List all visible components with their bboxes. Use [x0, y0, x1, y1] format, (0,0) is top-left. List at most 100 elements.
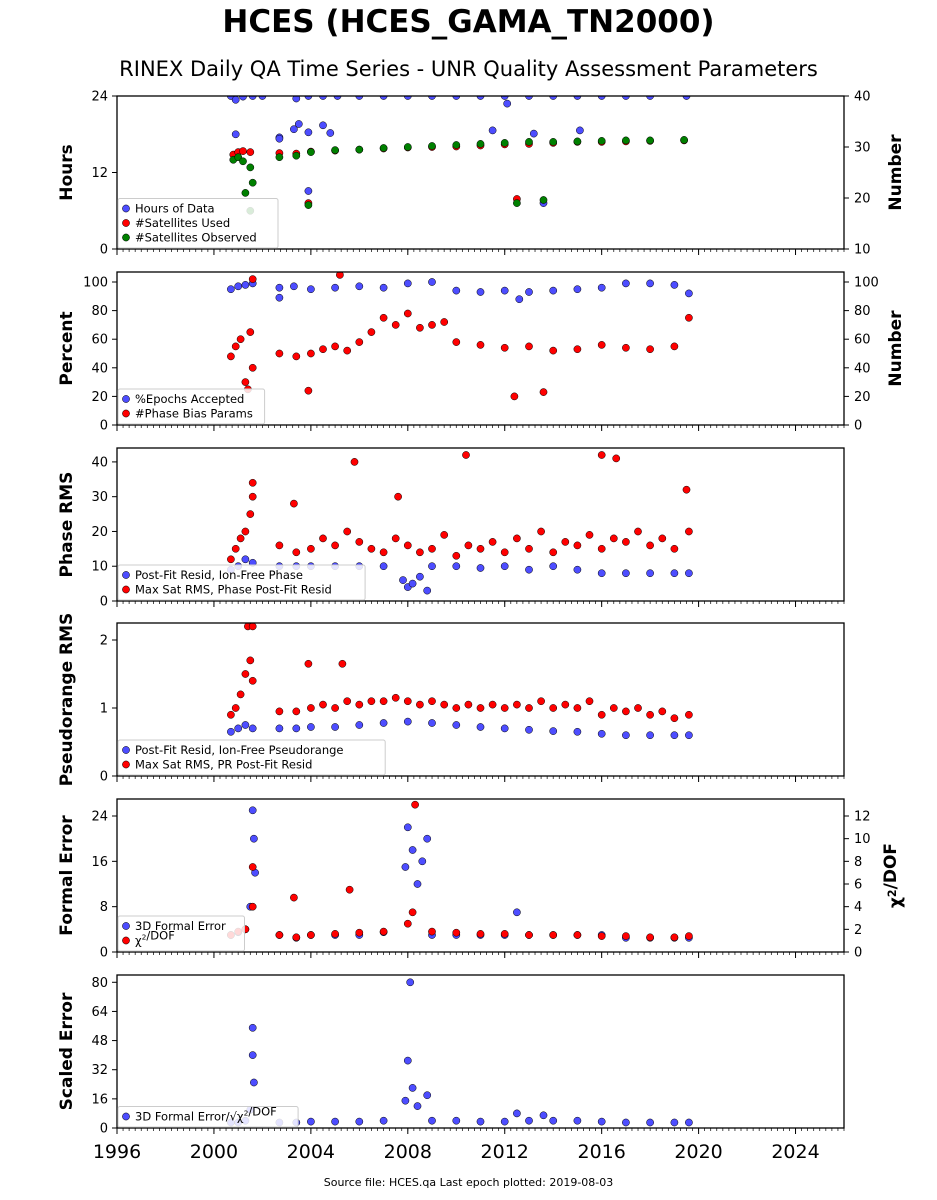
data-point [500, 930, 509, 938]
data-point [549, 138, 558, 146]
data-point [307, 148, 315, 156]
y-tick-label: 0 [100, 946, 108, 961]
data-point [549, 1116, 558, 1125]
legend-marker [122, 760, 130, 769]
data-point [379, 144, 388, 152]
y2-tick-label: 20 [854, 192, 871, 207]
data-point [685, 1118, 693, 1127]
y-tick-label: 40 [91, 455, 108, 470]
data-points [227, 800, 693, 942]
data-point [355, 928, 364, 937]
data-point [428, 321, 436, 329]
data-point [440, 318, 449, 326]
data-point [403, 541, 412, 550]
data-point [476, 544, 485, 553]
data-point [609, 534, 618, 543]
data-point [462, 451, 470, 459]
legend [117, 198, 279, 249]
data-point [408, 579, 417, 588]
legend-entry: χ2/DOF [135, 929, 175, 948]
data-point [304, 659, 313, 668]
data-point [391, 693, 400, 702]
data-point [248, 902, 257, 911]
x-tick-label: 2024 [771, 1141, 819, 1163]
data-point [227, 352, 235, 361]
panel-2: 0 20 40 60 80 100 0 20 40 60 80 100 Percent Number %Ep… [57, 271, 906, 434]
data-point [513, 700, 521, 709]
data-point [510, 392, 519, 401]
data-point [248, 178, 257, 187]
data-point [234, 724, 243, 733]
data-point [411, 800, 419, 809]
data-point [331, 723, 339, 731]
data-point [622, 538, 630, 546]
data-point [241, 189, 250, 197]
legend-entry: #Satellites Used [135, 216, 230, 230]
y2-tick-label: 30 [854, 141, 871, 156]
data-point [670, 933, 679, 942]
data-point [331, 146, 339, 154]
data-point [290, 893, 298, 902]
data-point [452, 928, 461, 937]
data-point [549, 704, 558, 712]
legend-entry: #Phase Bias Params [135, 407, 253, 421]
data-point [227, 285, 235, 294]
data-point [573, 704, 582, 712]
data-point [646, 710, 654, 719]
data-point [331, 704, 339, 712]
data-point [670, 731, 679, 740]
data-point [275, 134, 284, 143]
data-point [379, 283, 388, 292]
y2-tick-label: 40 [854, 90, 871, 105]
data-point [307, 544, 315, 553]
data-point [275, 349, 284, 358]
data-point [413, 1102, 422, 1110]
data-point [248, 1051, 257, 1059]
data-point [525, 704, 533, 712]
data-point [573, 541, 582, 550]
data-point [576, 126, 584, 135]
data-point [416, 323, 424, 332]
data-point [248, 275, 257, 283]
y-tick-label: 16 [91, 855, 108, 870]
data-point [338, 659, 347, 668]
data-point [343, 346, 352, 355]
data-point [391, 534, 400, 543]
data-point [500, 343, 509, 352]
data-point [452, 551, 461, 560]
data-point [403, 1056, 412, 1065]
data-point [525, 342, 533, 351]
data-point [539, 388, 548, 396]
data-point [452, 1116, 461, 1125]
data-point [379, 313, 388, 322]
data-point [345, 885, 354, 894]
y-tick-label: 0 [100, 595, 108, 610]
data-point [241, 670, 250, 678]
data-point [248, 623, 257, 631]
data-point [403, 309, 412, 318]
data-point [304, 128, 313, 137]
data-point [537, 697, 545, 706]
data-point [622, 731, 630, 740]
data-point [634, 527, 642, 536]
data-point [399, 576, 407, 584]
data-point [464, 541, 473, 550]
data-point [476, 930, 485, 938]
y2-tick-label: 20 [854, 390, 871, 405]
data-point [476, 341, 485, 349]
data-point [622, 569, 630, 578]
data-point [336, 272, 344, 279]
y2-tick-label: 4 [854, 900, 862, 915]
panel-4: 0 1 2 Pseudorange RMS Post-Fit Resid, Ion-Fr… [57, 613, 845, 786]
legend-entry: 3D Formal Error [135, 919, 226, 933]
data-point [379, 719, 388, 727]
data-point [246, 148, 255, 156]
legend-entry: #Satellites Observed [135, 231, 257, 245]
data-point [236, 690, 245, 699]
data-point [239, 157, 247, 166]
data-point [292, 96, 301, 103]
y-axis-label: Scaled Error [57, 992, 77, 1110]
panel-6: 0 16 32 48 64 80 1996 2000 2004 2008 2012 2016 2020 2… [57, 974, 845, 1163]
data-point [476, 564, 485, 572]
